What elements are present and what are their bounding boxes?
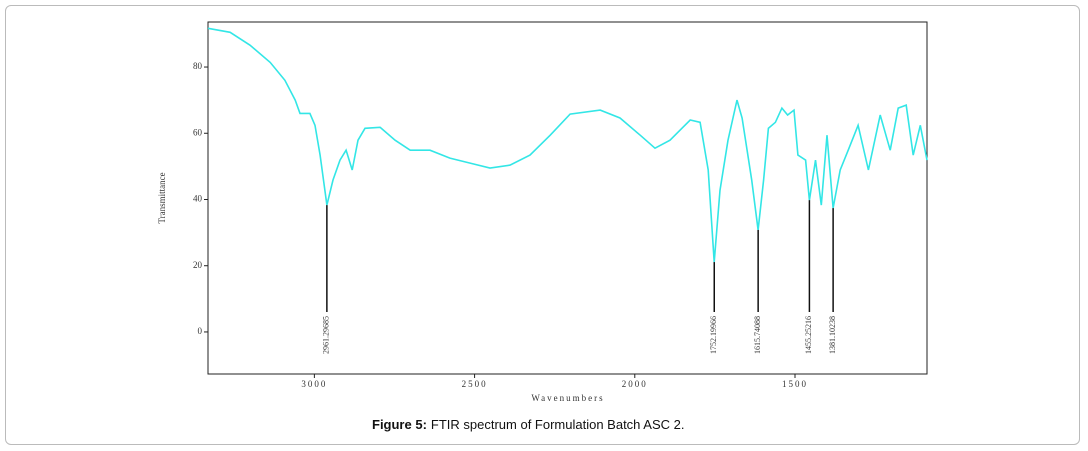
caption-text: FTIR spectrum of Formulation Batch ASC 2… — [431, 417, 685, 432]
y-axis-label: Transmittance — [157, 172, 167, 223]
x-tick-label: 1500 — [782, 379, 808, 389]
spectrum-line — [207, 27, 928, 263]
y-tick-label: 0 — [198, 326, 203, 336]
peak-label: 2961.29685 — [322, 316, 331, 354]
peak-label: 1752.19966 — [709, 316, 718, 354]
plot-frame — [207, 21, 928, 375]
x-axis-label: Wavenumbers — [531, 393, 604, 403]
peak-label: 1381.10238 — [828, 316, 837, 354]
x-tick-label: 2000 — [622, 379, 648, 389]
y-tick-label: 40 — [193, 194, 203, 204]
y-tick-label: 60 — [193, 127, 203, 137]
peak-label: 1455.25216 — [804, 316, 813, 354]
y-tick-label: 80 — [193, 61, 203, 71]
x-tick-label: 3000 — [301, 379, 327, 389]
caption: Figure 5: FTIR spectrum of Formulation Ba… — [372, 417, 685, 432]
peak-label: 1615.74088 — [753, 316, 762, 354]
x-tick-label: 2500 — [462, 379, 488, 389]
figure-frame — [5, 5, 1080, 445]
y-tick-label: 20 — [193, 260, 203, 270]
caption-label: Figure 5: — [372, 417, 427, 432]
